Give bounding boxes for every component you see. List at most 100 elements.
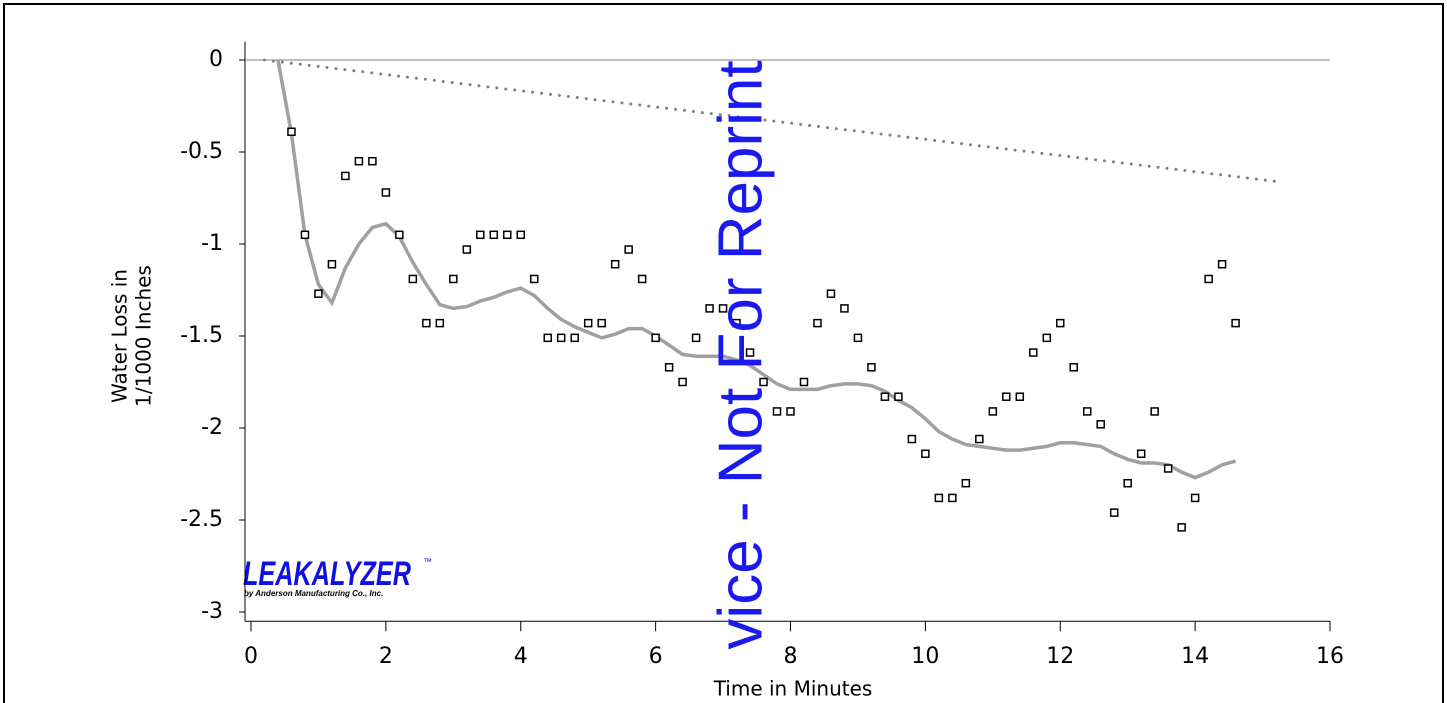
data-point	[1123, 478, 1132, 488]
data-point	[678, 377, 687, 387]
data-point	[583, 318, 593, 328]
data-point	[1042, 333, 1052, 343]
y-tick-label: -2	[201, 415, 223, 440]
data-point	[772, 407, 782, 416]
data-point	[1056, 318, 1065, 328]
data-point	[948, 493, 957, 503]
logo: LEAKALYZER ™ by Anderson Manufacturing C…	[243, 555, 432, 598]
data-point	[354, 156, 364, 166]
data-point	[1231, 318, 1240, 328]
y-axis-title-line: Water Loss in	[108, 269, 132, 403]
data-point	[1190, 493, 1200, 503]
data-point	[799, 377, 809, 387]
logo-byline: by Anderson Manufacturing Co., Inc.	[244, 589, 383, 598]
data-point	[1150, 407, 1159, 416]
data-point	[570, 333, 579, 343]
smoothed-line	[276, 59, 1237, 480]
y-axis-title-line: 1/1000 Inches	[132, 265, 156, 407]
data-point	[314, 289, 323, 298]
x-tick-label: 4	[514, 644, 528, 669]
y-tick-label: 0	[209, 47, 223, 72]
data-point	[637, 274, 647, 284]
data-point	[651, 333, 660, 343]
x-tick-label: 12	[1046, 644, 1074, 669]
data-point	[664, 363, 674, 372]
data-point	[934, 493, 944, 503]
logo-name: LEAKALYZER	[243, 555, 411, 593]
data-point	[786, 407, 795, 416]
data-point	[462, 245, 472, 254]
data-point	[543, 333, 552, 343]
data-point	[1109, 508, 1119, 517]
y-tick-label: -3	[201, 599, 223, 624]
data-point	[503, 230, 512, 240]
data-point	[422, 318, 431, 328]
x-tick-label: 6	[649, 644, 663, 669]
data-point	[840, 304, 849, 313]
data-point	[826, 289, 836, 298]
data-point	[813, 318, 822, 328]
data-point	[489, 230, 499, 240]
x-tick-label: 16	[1316, 644, 1344, 669]
data-point	[1177, 523, 1186, 532]
data-point	[556, 333, 566, 343]
data-point	[1204, 274, 1213, 284]
data-point	[476, 230, 485, 240]
data-point	[381, 188, 391, 197]
data-point	[516, 230, 525, 240]
watermark: vice - Not For Reprint	[706, 60, 775, 649]
y-tick-label: -1	[201, 231, 223, 256]
data-point	[449, 274, 458, 284]
x-tick-label: 10	[911, 644, 939, 669]
data-point	[894, 392, 903, 401]
data-point	[597, 318, 606, 328]
data-point	[867, 363, 876, 372]
data-point	[853, 333, 863, 343]
data-point	[705, 304, 714, 313]
data-point	[287, 127, 296, 137]
data-point	[907, 434, 917, 444]
data-point	[691, 333, 701, 343]
data-point	[732, 318, 741, 328]
data-point	[1217, 259, 1227, 269]
data-point	[1015, 392, 1025, 401]
data-point	[1136, 449, 1146, 459]
data-point	[1002, 392, 1011, 401]
x-tick-label: 0	[244, 644, 258, 669]
data-point	[745, 348, 755, 357]
data-point	[1163, 464, 1173, 473]
frame	[3, 3, 1444, 703]
x-tick-label: 8	[784, 644, 798, 669]
data-point	[1082, 407, 1092, 416]
x-tick-label: 2	[379, 644, 393, 669]
data-point	[341, 171, 350, 181]
y-tick-label: -1.5	[180, 323, 223, 348]
data-point	[961, 478, 971, 488]
data-point	[395, 230, 404, 240]
logo-mark: ™	[423, 556, 432, 566]
data-point	[975, 434, 984, 444]
y-axis-title: Water Loss in 1/1000 Inches	[108, 265, 156, 407]
data-point	[1096, 420, 1105, 429]
data-point	[718, 304, 728, 313]
data-point	[624, 245, 633, 254]
data-point	[1029, 348, 1038, 357]
data-point	[880, 392, 890, 401]
data-point	[300, 230, 310, 240]
x-axis-title: Time in Minutes	[713, 677, 873, 701]
data-point	[1069, 363, 1078, 372]
y-tick-label: -2.5	[180, 507, 223, 532]
data-point	[610, 259, 620, 269]
data-point	[368, 156, 377, 166]
trend-line	[262, 58, 1278, 183]
data-point	[529, 274, 539, 284]
y-tick-label: -0.5	[180, 139, 223, 164]
x-tick-label: 14	[1181, 644, 1209, 669]
data-point	[921, 449, 930, 459]
data-point	[988, 407, 998, 416]
data-point	[408, 274, 418, 284]
data-point	[435, 318, 445, 328]
data-point	[759, 377, 768, 387]
